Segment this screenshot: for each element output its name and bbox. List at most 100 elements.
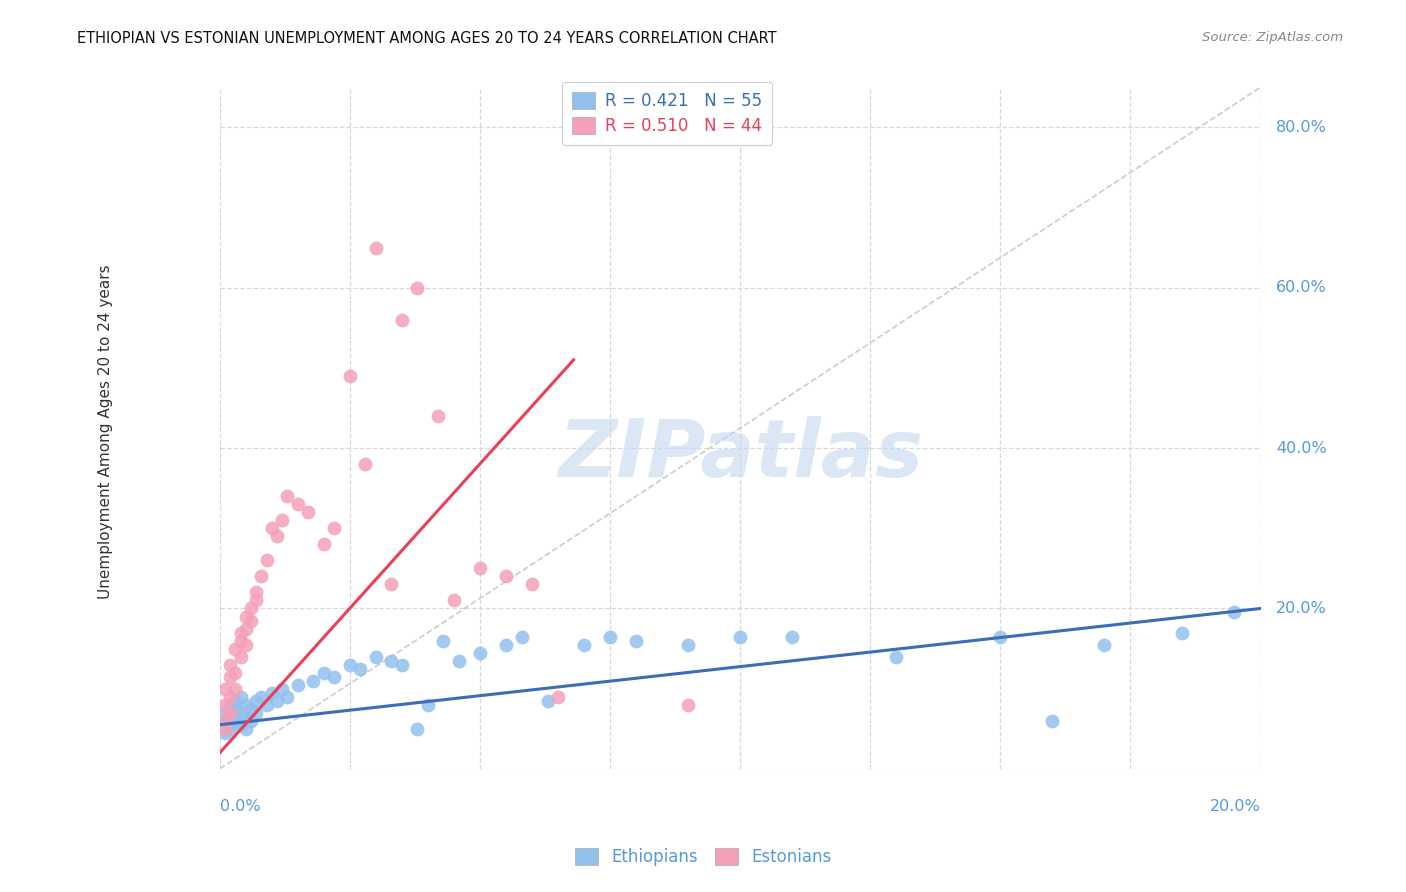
Point — [219, 690, 242, 704]
Point — [229, 690, 252, 704]
Point — [287, 497, 309, 511]
Point — [676, 698, 699, 712]
Point — [250, 569, 273, 583]
Point — [364, 649, 387, 664]
Point — [224, 694, 246, 708]
Point — [572, 638, 595, 652]
Point — [468, 646, 491, 660]
Point — [323, 521, 346, 535]
Point — [260, 686, 283, 700]
Text: 0.0%: 0.0% — [219, 799, 260, 814]
Point — [239, 601, 262, 615]
Point — [297, 505, 319, 519]
Point — [449, 654, 471, 668]
Point — [219, 670, 242, 684]
Point — [406, 281, 429, 295]
Point — [250, 690, 273, 704]
Point — [235, 710, 257, 724]
Point — [214, 706, 236, 720]
Point — [229, 633, 252, 648]
Point — [339, 368, 361, 383]
Point — [339, 657, 361, 672]
Point — [495, 569, 517, 583]
Point — [214, 698, 236, 712]
Point — [364, 241, 387, 255]
Point — [443, 593, 465, 607]
Point — [256, 553, 278, 567]
Point — [536, 694, 558, 708]
Text: Source: ZipAtlas.com: Source: ZipAtlas.com — [1202, 31, 1343, 45]
Point — [235, 638, 257, 652]
Point — [235, 622, 257, 636]
Point — [884, 649, 907, 664]
Text: ZIPatlas: ZIPatlas — [558, 417, 922, 494]
Point — [239, 702, 262, 716]
Text: Unemployment Among Ages 20 to 24 years: Unemployment Among Ages 20 to 24 years — [97, 265, 112, 599]
Point — [219, 657, 242, 672]
Point — [391, 313, 413, 327]
Legend: Ethiopians, Estonians: Ethiopians, Estonians — [568, 841, 838, 873]
Point — [214, 714, 236, 728]
Text: 20.0%: 20.0% — [1277, 601, 1327, 616]
Point — [224, 681, 246, 696]
Text: ETHIOPIAN VS ESTONIAN UNEMPLOYMENT AMONG AGES 20 TO 24 YEARS CORRELATION CHART: ETHIOPIAN VS ESTONIAN UNEMPLOYMENT AMONG… — [77, 31, 778, 46]
Point — [266, 694, 288, 708]
Point — [416, 698, 439, 712]
Point — [495, 638, 517, 652]
Point — [224, 665, 246, 680]
Point — [229, 718, 252, 732]
Point — [260, 521, 283, 535]
Point — [354, 457, 377, 471]
Point — [276, 489, 298, 503]
Point — [229, 625, 252, 640]
Point — [245, 694, 267, 708]
Point — [219, 710, 242, 724]
Text: 20.0%: 20.0% — [1209, 799, 1261, 814]
Point — [235, 722, 257, 736]
Point — [224, 702, 246, 716]
Point — [219, 718, 242, 732]
Legend: R = 0.421   N = 55, R = 0.510   N = 44: R = 0.421 N = 55, R = 0.510 N = 44 — [562, 82, 772, 145]
Point — [427, 409, 450, 423]
Point — [520, 577, 543, 591]
Point — [988, 630, 1011, 644]
Point — [214, 722, 236, 736]
Point — [214, 725, 236, 739]
Point — [323, 670, 346, 684]
Point — [547, 690, 569, 704]
Point — [235, 609, 257, 624]
Text: 40.0%: 40.0% — [1277, 441, 1327, 456]
Point — [432, 633, 454, 648]
Point — [599, 630, 621, 644]
Point — [510, 630, 533, 644]
Point — [406, 722, 429, 736]
Point — [219, 698, 242, 712]
Point — [224, 714, 246, 728]
Point — [245, 585, 267, 599]
Point — [312, 665, 335, 680]
Point — [391, 657, 413, 672]
Point — [380, 654, 402, 668]
Point — [780, 630, 803, 644]
Point — [271, 513, 294, 527]
Point — [1171, 625, 1194, 640]
Point — [266, 529, 288, 543]
Point — [728, 630, 751, 644]
Point — [276, 690, 298, 704]
Point — [239, 714, 262, 728]
Point — [256, 698, 278, 712]
Point — [214, 681, 236, 696]
Point — [287, 678, 309, 692]
Point — [676, 638, 699, 652]
Point — [229, 706, 252, 720]
Point — [468, 561, 491, 575]
Point — [235, 698, 257, 712]
Point — [219, 706, 242, 720]
Point — [349, 662, 371, 676]
Point — [1040, 714, 1063, 728]
Point — [245, 706, 267, 720]
Point — [271, 681, 294, 696]
Point — [219, 722, 242, 736]
Point — [1223, 606, 1246, 620]
Point — [380, 577, 402, 591]
